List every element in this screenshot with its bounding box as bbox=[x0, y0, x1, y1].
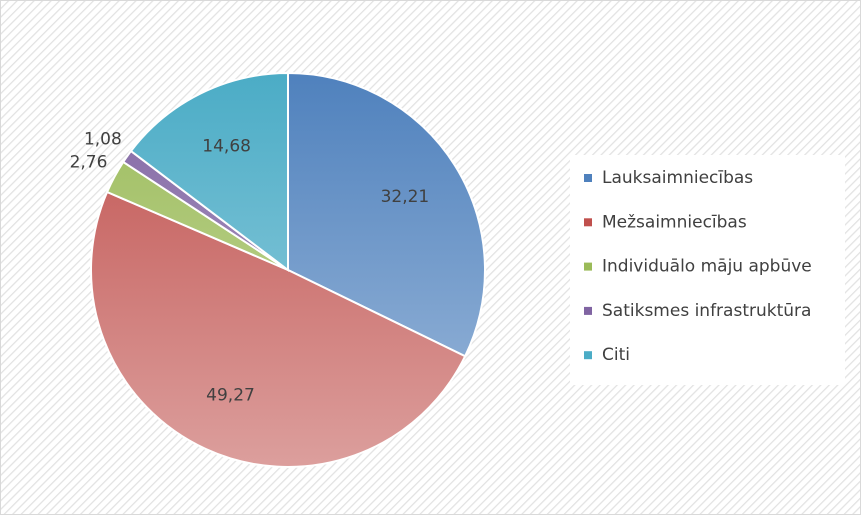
data-label: 14,68 bbox=[202, 137, 251, 157]
legend-marker bbox=[584, 174, 592, 182]
legend-label: Individuālo māju apbūve bbox=[602, 257, 812, 277]
legend-marker bbox=[584, 262, 592, 271]
legend-marker bbox=[584, 306, 592, 315]
legend-marker bbox=[584, 218, 592, 227]
data-label: 2,76 bbox=[70, 153, 108, 173]
legend-marker bbox=[584, 351, 592, 360]
legend-label: Mežsaimniecības bbox=[602, 212, 747, 232]
data-label: 49,27 bbox=[206, 385, 255, 405]
pie-slice bbox=[287, 71, 486, 358]
legend-label: Citi bbox=[602, 345, 630, 365]
legend-label: Lauksaimniecības bbox=[602, 168, 753, 188]
legend-box bbox=[570, 155, 845, 385]
data-label: 1,08 bbox=[84, 129, 122, 149]
legend-label: Satiksmes infrastruktūra bbox=[602, 301, 811, 321]
pie-slice bbox=[129, 71, 289, 273]
pie-slice bbox=[89, 190, 467, 469]
data-label: 32,21 bbox=[381, 187, 430, 207]
